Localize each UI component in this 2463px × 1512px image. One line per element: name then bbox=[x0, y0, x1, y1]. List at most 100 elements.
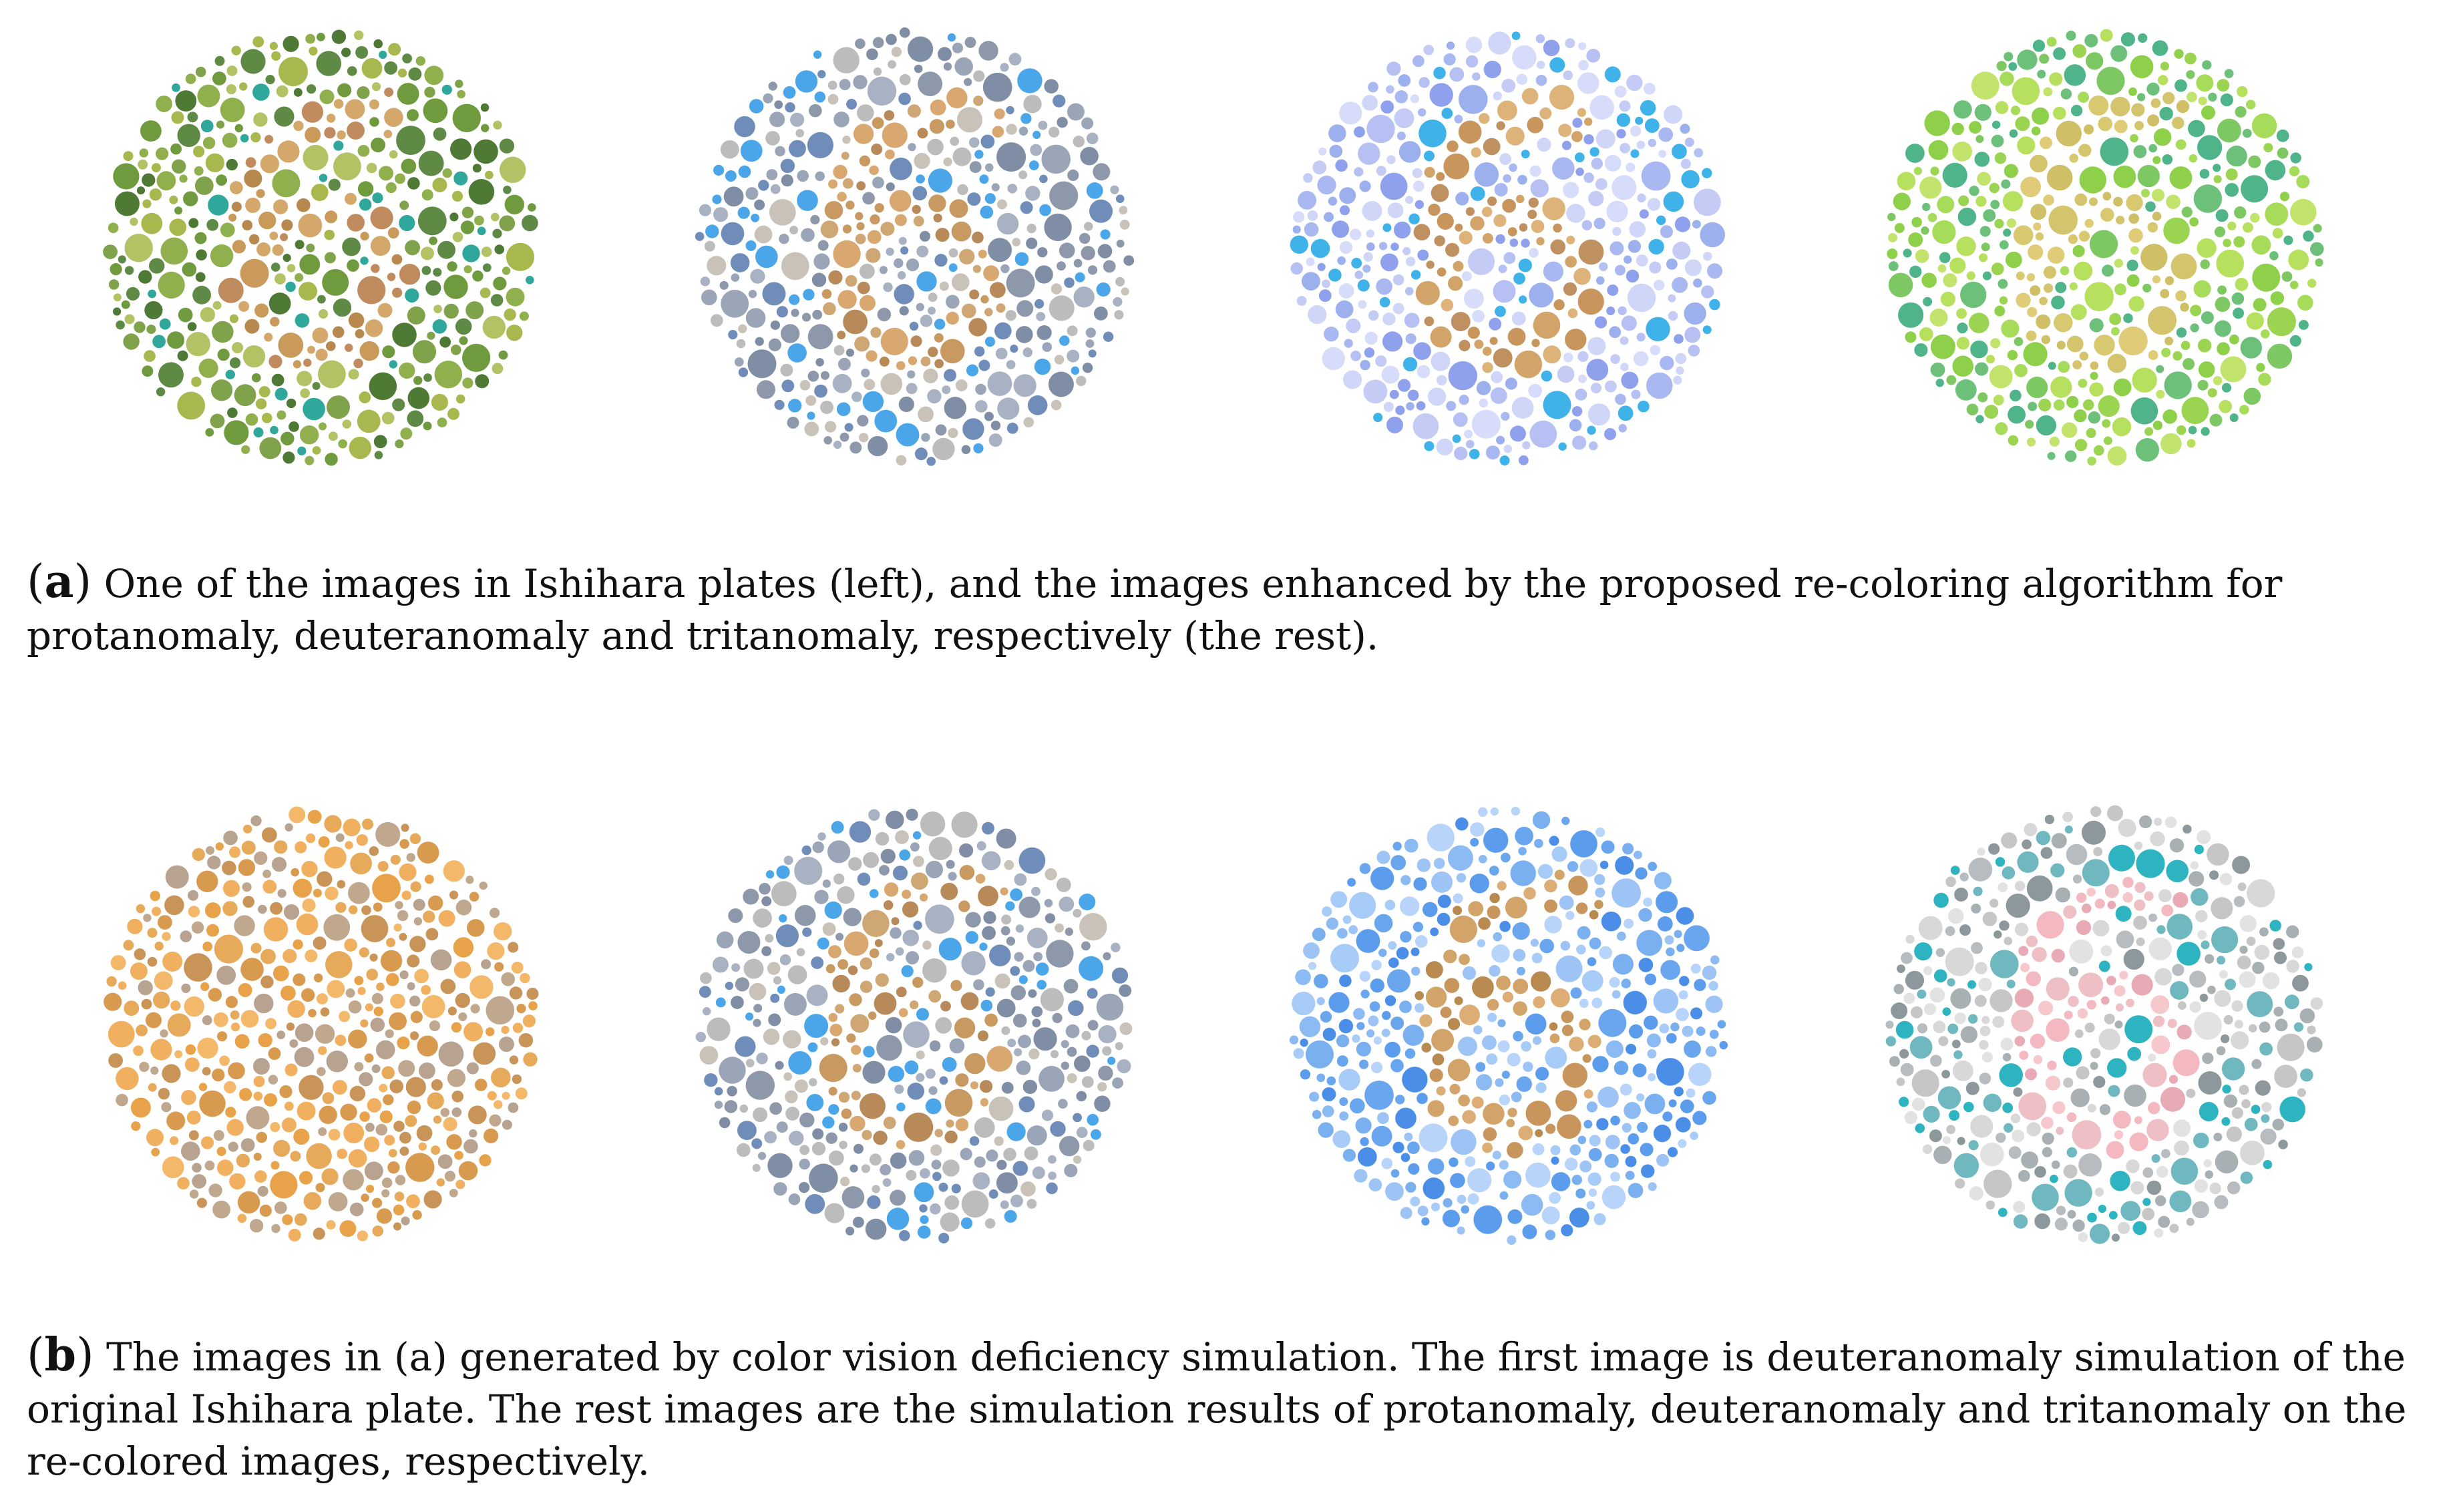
digit-dot bbox=[2076, 892, 2087, 903]
background-dot bbox=[1098, 1065, 1113, 1081]
digit-dot bbox=[874, 992, 897, 1015]
background-dot bbox=[2203, 1159, 2212, 1167]
digit-dot bbox=[860, 295, 876, 311]
background-dot bbox=[1897, 172, 1916, 191]
background-dot bbox=[2239, 915, 2257, 932]
digit-dot bbox=[2122, 877, 2134, 888]
background-dot bbox=[382, 345, 395, 359]
digit-dot bbox=[2026, 331, 2037, 341]
digit-dot bbox=[2147, 306, 2177, 335]
background-dot bbox=[297, 446, 307, 455]
background-dot bbox=[1702, 965, 1717, 980]
background-dot bbox=[333, 140, 344, 151]
background-dot bbox=[434, 361, 462, 389]
background-dot bbox=[2260, 1128, 2277, 1145]
background-dot bbox=[392, 323, 417, 347]
background-dot bbox=[1065, 927, 1073, 936]
background-dot bbox=[955, 379, 968, 391]
background-dot bbox=[1404, 838, 1418, 853]
background-dot bbox=[178, 307, 193, 323]
background-dot bbox=[142, 173, 156, 187]
digit-dot bbox=[1582, 1054, 1591, 1063]
background-dot bbox=[516, 1004, 526, 1014]
background-dot bbox=[390, 993, 405, 1009]
background-dot bbox=[773, 976, 782, 985]
background-dot bbox=[1595, 827, 1605, 837]
background-dot bbox=[333, 152, 361, 181]
background-dot bbox=[1952, 1060, 1973, 1081]
background-dot bbox=[1437, 375, 1447, 385]
digit-dot bbox=[2113, 196, 2123, 207]
digit-dot bbox=[1487, 196, 1497, 206]
background-dot bbox=[1510, 860, 1536, 886]
background-dot bbox=[1653, 1125, 1672, 1143]
background-dot bbox=[170, 1136, 179, 1145]
background-dot bbox=[2178, 1001, 2187, 1010]
background-dot bbox=[180, 930, 192, 942]
background-dot bbox=[1609, 976, 1620, 988]
digit-dot bbox=[1447, 140, 1459, 152]
background-dot bbox=[263, 917, 289, 942]
background-dot bbox=[855, 38, 866, 49]
background-dot bbox=[226, 158, 238, 171]
digit-dot bbox=[297, 198, 311, 212]
background-dot bbox=[317, 33, 325, 41]
background-dot bbox=[376, 1208, 393, 1224]
digit-dot bbox=[1519, 223, 1528, 232]
background-dot bbox=[502, 1091, 510, 1100]
background-dot bbox=[227, 407, 238, 418]
background-dot bbox=[2274, 951, 2287, 964]
digit-dot bbox=[896, 361, 906, 371]
background-dot bbox=[2010, 389, 2022, 402]
digit-dot bbox=[2094, 335, 2115, 356]
background-dot bbox=[872, 37, 884, 49]
background-dot bbox=[2118, 1221, 2130, 1234]
background-dot bbox=[2093, 1076, 2106, 1089]
background-dot bbox=[719, 1057, 746, 1084]
digit-dot bbox=[883, 900, 894, 910]
background-dot bbox=[1954, 888, 1968, 902]
background-dot bbox=[1000, 264, 1010, 273]
digit-dot bbox=[1527, 210, 1537, 219]
background-dot bbox=[2153, 128, 2172, 146]
background-dot bbox=[721, 289, 749, 318]
background-dot bbox=[1953, 1050, 1963, 1059]
background-dot bbox=[886, 182, 895, 192]
background-dot bbox=[1423, 902, 1438, 918]
digit-dot bbox=[1448, 276, 1463, 291]
background-dot bbox=[311, 184, 329, 201]
background-dot bbox=[1975, 415, 1984, 423]
background-dot bbox=[242, 882, 252, 892]
background-dot bbox=[716, 931, 734, 949]
background-dot bbox=[223, 830, 238, 845]
background-dot bbox=[699, 1046, 719, 1065]
background-dot bbox=[1407, 389, 1419, 401]
background-dot bbox=[1885, 1020, 1894, 1029]
background-dot bbox=[196, 249, 207, 261]
background-dot bbox=[361, 58, 383, 79]
background-dot bbox=[811, 272, 827, 287]
background-dot bbox=[1456, 873, 1467, 883]
background-dot bbox=[822, 879, 831, 888]
background-dot bbox=[222, 860, 236, 876]
background-dot bbox=[455, 900, 472, 916]
background-dot bbox=[2208, 92, 2217, 102]
background-dot bbox=[1975, 962, 1987, 974]
background-dot bbox=[770, 320, 780, 330]
background-dot bbox=[500, 156, 526, 183]
background-dot bbox=[895, 830, 909, 844]
background-dot bbox=[389, 1012, 407, 1030]
background-dot bbox=[202, 136, 216, 150]
background-dot bbox=[948, 263, 958, 272]
background-dot bbox=[179, 174, 188, 183]
background-dot bbox=[2225, 183, 2239, 197]
background-dot bbox=[1386, 969, 1411, 993]
background-dot bbox=[837, 886, 855, 904]
background-dot bbox=[386, 938, 395, 948]
digit-dot bbox=[1415, 280, 1440, 305]
background-dot bbox=[1469, 449, 1480, 459]
background-dot bbox=[1501, 1071, 1510, 1079]
background-dot bbox=[1995, 422, 2008, 435]
background-dot bbox=[1989, 182, 2000, 194]
background-dot bbox=[1462, 271, 1472, 281]
